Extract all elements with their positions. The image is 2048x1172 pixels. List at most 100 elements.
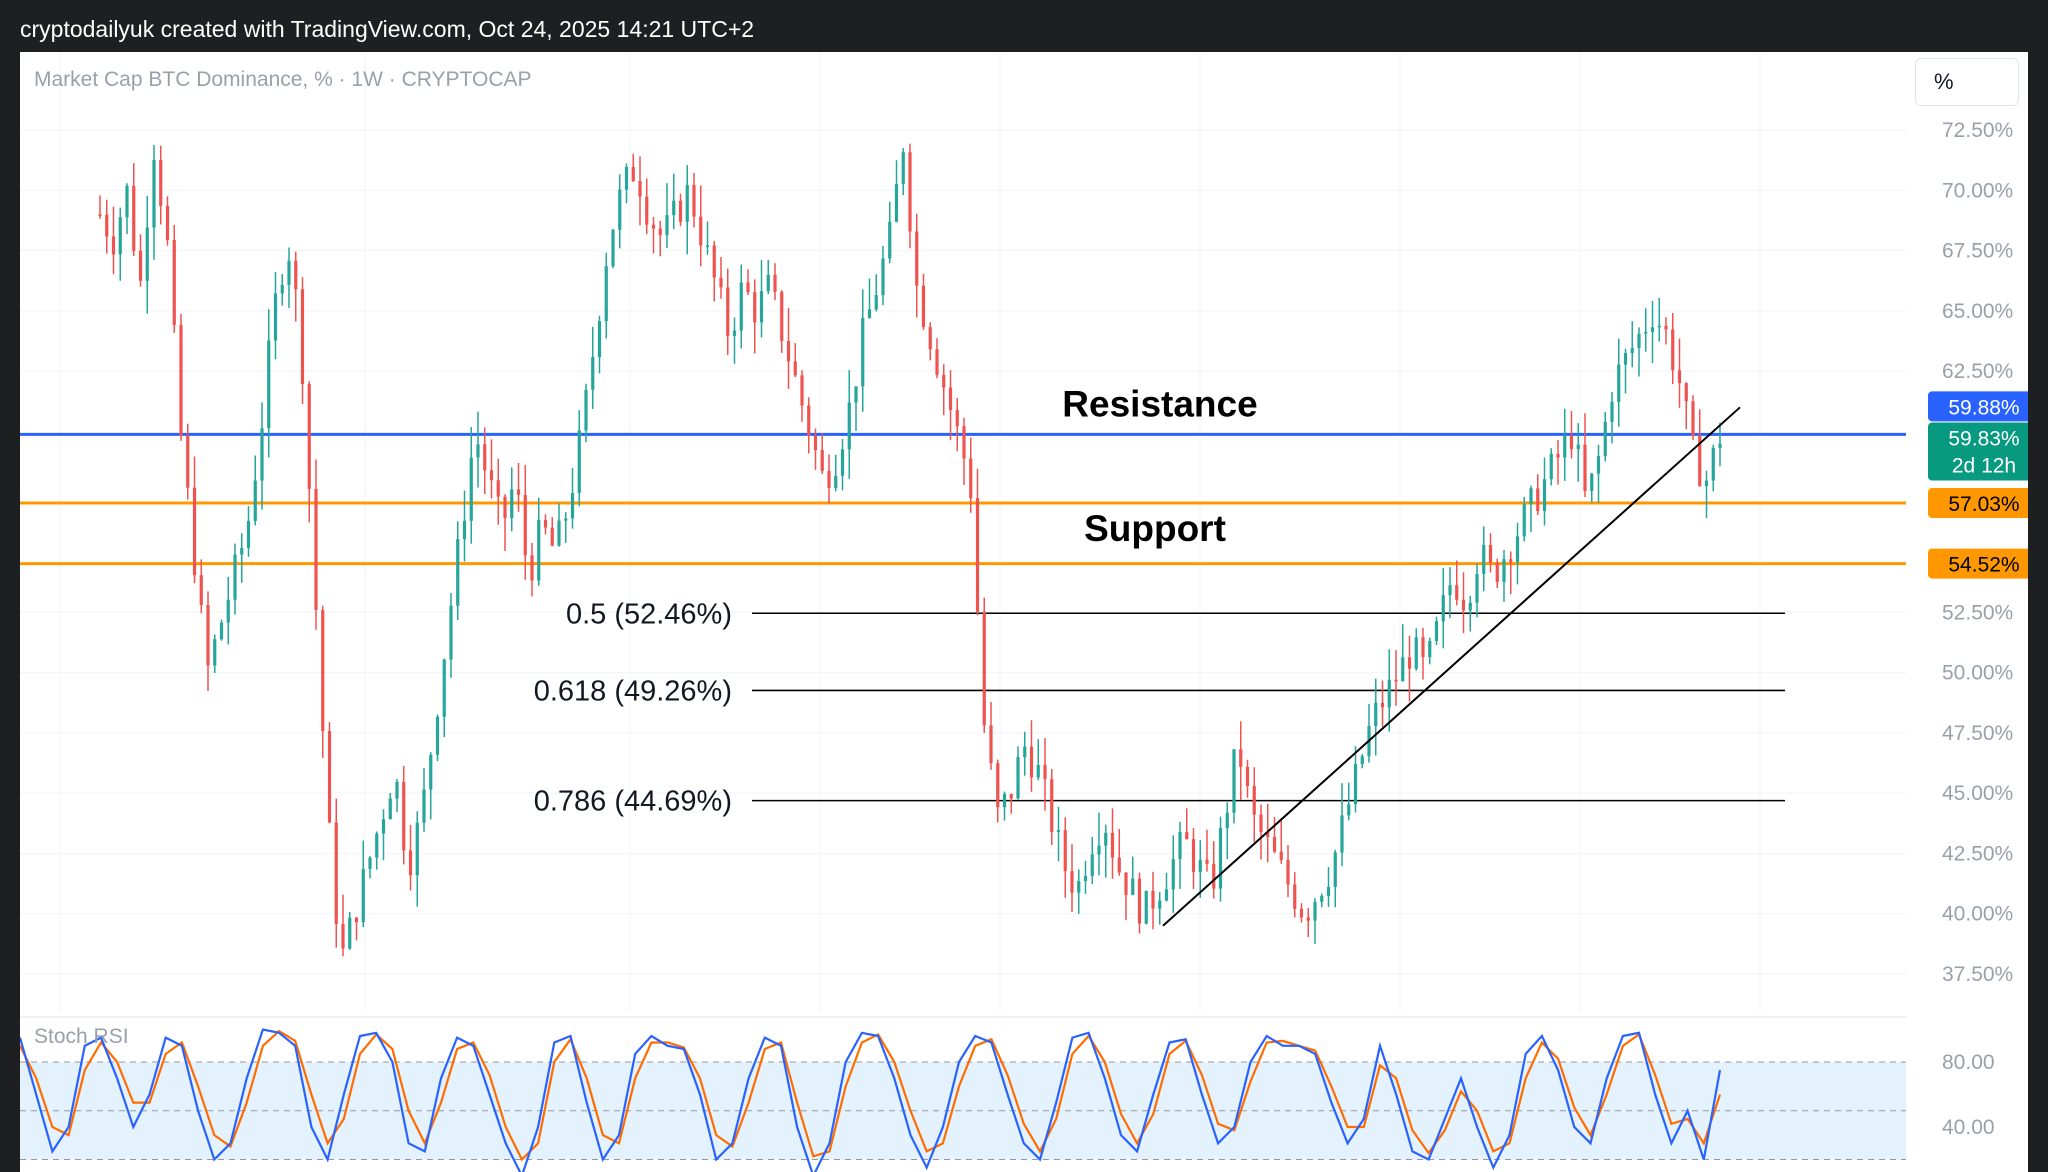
- candle: [395, 779, 399, 813]
- candle: [307, 381, 311, 523]
- candle-body: [240, 547, 244, 555]
- resistance-price-badge[interactable]: 59.88%: [1928, 391, 2028, 422]
- candle: [125, 183, 129, 235]
- candle-body: [1056, 830, 1061, 832]
- candle-body: [1124, 872, 1128, 895]
- candle-body: [847, 402, 851, 450]
- candle: [665, 183, 669, 249]
- candle: [915, 213, 919, 318]
- candle-body: [294, 260, 298, 290]
- candle-body: [1137, 878, 1142, 924]
- percent-scale-button[interactable]: %: [1915, 58, 2019, 106]
- candle: [726, 268, 730, 356]
- support-price-badge-2[interactable]: 54.52%: [1928, 548, 2028, 579]
- candle-body: [564, 518, 568, 521]
- candle: [1029, 720, 1034, 792]
- candle-body: [813, 435, 818, 451]
- candle-body: [942, 374, 946, 388]
- candle: [834, 454, 838, 492]
- candle-body: [523, 494, 527, 556]
- candle-body: [1630, 348, 1634, 354]
- price-tick-label: 45.00%: [1942, 782, 2013, 805]
- candle: [861, 289, 865, 412]
- candle: [557, 503, 561, 547]
- candle: [867, 278, 872, 319]
- candle: [1164, 872, 1169, 902]
- last-price-badge[interactable]: 59.83% 2d 12h: [1928, 422, 2028, 481]
- candle-body: [280, 284, 284, 294]
- candle: [1617, 338, 1621, 427]
- candle-body: [233, 554, 237, 600]
- candle: [1455, 560, 1459, 606]
- candle: [1104, 824, 1108, 878]
- candle-body: [408, 850, 413, 876]
- candle-body: [1097, 845, 1101, 855]
- candle: [179, 313, 183, 441]
- candle-body: [118, 217, 122, 255]
- support-price-badge[interactable]: 57.03%: [1928, 488, 2028, 519]
- candle-body: [1542, 479, 1547, 512]
- candle-body: [638, 180, 642, 197]
- candle-body: [253, 480, 257, 521]
- trendline[interactable]: [1162, 406, 1741, 927]
- candle: [456, 521, 460, 621]
- stoch-rsi-title[interactable]: Stoch RSI: [34, 1025, 129, 1048]
- candle-body: [1171, 859, 1175, 890]
- candle-body: [975, 498, 980, 612]
- candle: [672, 173, 676, 230]
- resistance-price-badge-bg: [1928, 391, 2028, 422]
- stoch-tick-label: 40.00: [1942, 1116, 1995, 1139]
- candle-body: [341, 924, 345, 949]
- candle: [901, 148, 905, 196]
- candle-body: [928, 327, 932, 350]
- candle: [388, 792, 392, 820]
- support-price-badge-2-bg: [1928, 548, 2028, 579]
- candle: [348, 911, 352, 950]
- candle: [361, 840, 365, 928]
- candle: [847, 370, 851, 479]
- candle-body: [604, 266, 608, 322]
- candle-body: [1083, 876, 1088, 882]
- candle-body: [1657, 325, 1661, 328]
- candle: [422, 768, 426, 832]
- candle-body: [1576, 444, 1580, 450]
- candle-body: [503, 496, 507, 519]
- candle-body: [1104, 832, 1108, 846]
- candle: [1684, 382, 1688, 430]
- candle: [1097, 812, 1101, 876]
- candle-body: [827, 470, 831, 489]
- candle-body: [1718, 443, 1722, 448]
- price-tick-label: 62.50%: [1942, 360, 2013, 383]
- support-annotation[interactable]: Support: [1084, 508, 1226, 549]
- candle-body: [543, 520, 548, 528]
- candle-body: [908, 152, 912, 232]
- candle: [1043, 738, 1047, 811]
- candle: [1657, 297, 1661, 342]
- fib-label: 0.618 (49.26%): [534, 675, 732, 707]
- candle-body: [1495, 562, 1499, 582]
- candle: [1461, 572, 1466, 634]
- candle-body: [287, 260, 291, 285]
- candle: [1671, 312, 1675, 385]
- candle: [820, 433, 824, 474]
- candle: [712, 240, 716, 302]
- symbol-title[interactable]: Market Cap BTC Dominance, % · 1W · CRYPT…: [34, 68, 532, 91]
- candle-body: [1387, 679, 1391, 708]
- chart-canvas[interactable]: 0.5 (52.46%) 0.618 (49.26%) 0.786 (44.69%)…: [20, 52, 2028, 1172]
- candle: [888, 201, 892, 264]
- fib-label: 0.786 (44.69%): [534, 786, 732, 818]
- candle: [624, 163, 629, 204]
- candle: [111, 206, 116, 275]
- candle-body: [226, 599, 230, 623]
- candle-body: [1259, 814, 1263, 833]
- candle: [827, 454, 831, 504]
- candle-body: [300, 289, 305, 385]
- candle-body: [1232, 749, 1236, 813]
- candle: [1441, 567, 1445, 649]
- resistance-annotation[interactable]: Resistance: [1062, 383, 1257, 424]
- candle: [1360, 753, 1364, 769]
- candle: [1677, 338, 1682, 408]
- candle-body: [1002, 793, 1007, 808]
- candle-body: [476, 444, 480, 458]
- candle-body: [1158, 900, 1162, 909]
